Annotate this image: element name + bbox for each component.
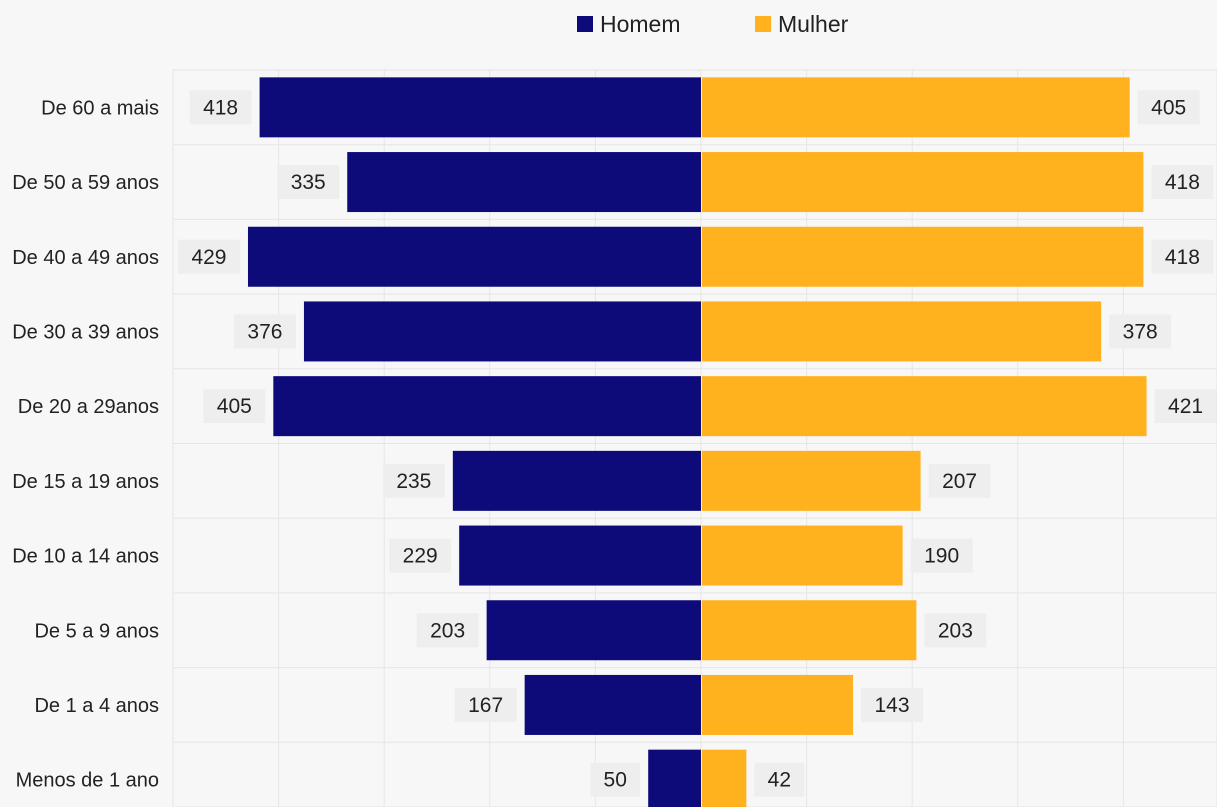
legend-label-homem: Homem — [600, 11, 681, 37]
category-label: De 20 a 29anos — [18, 396, 159, 418]
category-label: De 60 a mais — [41, 97, 159, 119]
legend-swatch-homem — [577, 16, 593, 32]
bar-mulher[interactable] — [702, 750, 746, 807]
bar-mulher[interactable] — [702, 301, 1101, 361]
data-label-mulher: 418 — [1165, 171, 1200, 194]
legend: Homem Mulher — [577, 11, 849, 37]
bar-homem[interactable] — [648, 750, 701, 807]
data-label-mulher: 42 — [768, 769, 791, 792]
bar-homem[interactable] — [459, 526, 701, 586]
data-label-mulher: 207 — [942, 470, 977, 493]
bar-mulher[interactable] — [702, 77, 1130, 137]
data-label-homem: 229 — [403, 545, 438, 568]
data-label-mulher: 190 — [924, 545, 959, 568]
data-label-homem: 418 — [203, 96, 238, 119]
data-label-mulher: 203 — [938, 619, 973, 642]
data-label-mulher: 378 — [1123, 320, 1158, 343]
category-label: De 30 a 39 anos — [12, 321, 159, 343]
bar-homem[interactable] — [453, 451, 701, 511]
data-label-homem: 50 — [604, 769, 627, 792]
category-label: De 40 a 49 anos — [12, 247, 159, 269]
legend-item-mulher[interactable]: Mulher — [755, 11, 849, 37]
category-label: De 50 a 59 anos — [12, 172, 159, 194]
bar-homem[interactable] — [525, 675, 701, 735]
data-label-mulher: 421 — [1168, 395, 1203, 418]
bar-mulher[interactable] — [702, 152, 1143, 212]
bar-mulher[interactable] — [702, 675, 853, 735]
bar-mulher[interactable] — [702, 451, 921, 511]
bars — [248, 77, 1147, 807]
category-label: De 5 a 9 anos — [34, 620, 159, 642]
data-label-homem: 405 — [217, 395, 252, 418]
bar-homem[interactable] — [347, 152, 701, 212]
bar-homem[interactable] — [273, 376, 701, 436]
legend-swatch-mulher — [755, 16, 771, 32]
data-label-homem: 376 — [247, 320, 282, 343]
legend-label-mulher: Mulher — [778, 11, 849, 37]
data-label-homem: 167 — [468, 694, 503, 717]
bar-homem[interactable] — [248, 227, 701, 287]
bar-mulher[interactable] — [702, 376, 1147, 436]
category-label: Menos de 1 ano — [16, 770, 159, 792]
category-label: De 15 a 19 anos — [12, 471, 159, 493]
category-label: De 10 a 14 anos — [12, 546, 159, 568]
data-label-homem: 429 — [191, 246, 226, 269]
data-label-homem: 335 — [291, 171, 326, 194]
data-label-mulher: 418 — [1165, 246, 1200, 269]
data-label-mulher: 143 — [874, 694, 909, 717]
category-labels: De 60 a mais De 50 a 59 anos De 40 a 49 an… — [12, 97, 159, 791]
bar-homem[interactable] — [487, 600, 701, 660]
legend-item-homem[interactable]: Homem — [577, 11, 681, 37]
bar-homem[interactable] — [304, 301, 701, 361]
data-label-mulher: 405 — [1151, 96, 1186, 119]
data-label-homem: 235 — [396, 470, 431, 493]
bar-mulher[interactable] — [702, 600, 916, 660]
category-label: De 1 a 4 anos — [34, 695, 159, 717]
bar-homem[interactable] — [260, 77, 701, 137]
data-label-homem: 203 — [430, 619, 465, 642]
bar-mulher[interactable] — [702, 227, 1143, 287]
bar-mulher[interactable] — [702, 526, 903, 586]
